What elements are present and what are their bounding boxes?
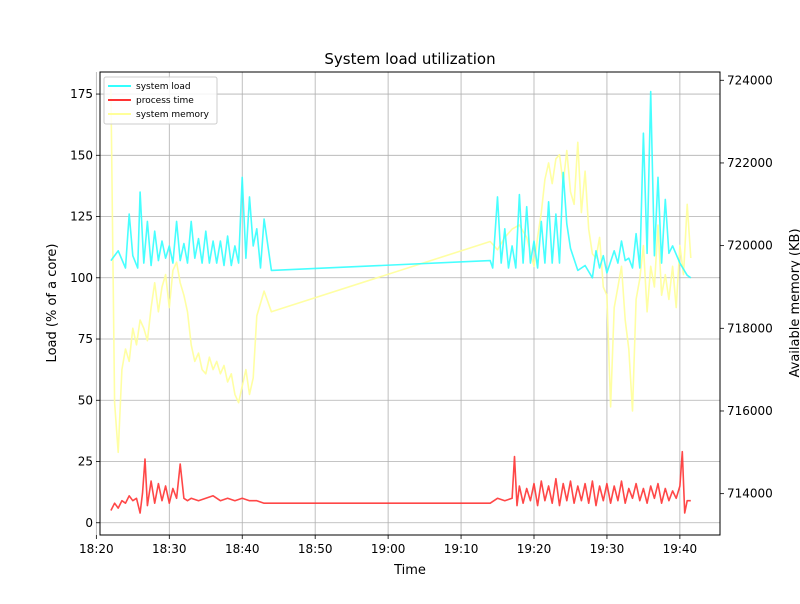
y2-tick-label: 720000: [727, 239, 773, 253]
series-line-process-time: [110, 450, 691, 514]
y-tick-label: 125: [70, 210, 93, 224]
y2-tick-label: 718000: [727, 321, 773, 335]
legend-label-system-memory: system memory: [136, 110, 210, 120]
x-tick-label: 19:20: [517, 542, 552, 556]
series-line-system-memory: [110, 88, 692, 454]
y2-tick-label: 724000: [727, 73, 773, 87]
legend-label-system-load: system load: [136, 82, 191, 92]
x-tick-label: 18:30: [152, 542, 187, 556]
y2-tick-label: 716000: [727, 404, 773, 418]
y-axis-ticks: 0 25 50 75 100 125 150 175: [70, 87, 100, 530]
y-tick-label: 100: [70, 271, 93, 285]
y-tick-label: 50: [78, 393, 93, 407]
y-axis-label: Load (% of a core): [45, 244, 60, 363]
x-axis-ticks: 18:20 18:30 18:40 18:50 19:00 19:10 19:20 19:30…: [79, 535, 697, 556]
y-tick-label: 0: [85, 516, 93, 530]
x-tick-label: 19:00: [371, 542, 406, 556]
x-tick-label: 18:40: [225, 542, 260, 556]
gridlines: [95, 72, 720, 535]
x-tick-label: 19:30: [590, 542, 625, 556]
x-tick-label: 18:50: [298, 542, 333, 556]
legend: system load process time system memory: [103, 76, 218, 125]
x-tick-label: 19:10: [444, 542, 479, 556]
series-line-system-load: [110, 90, 692, 279]
y-tick-label: 150: [70, 148, 93, 162]
y2-axis-ticks: 714000 716000 718000 720000 722000 724000: [720, 73, 773, 501]
legend-label-process-time: process time: [136, 96, 194, 106]
series-layer: [110, 88, 692, 514]
y2-tick-label: 722000: [727, 156, 773, 170]
y-tick-label: 25: [78, 455, 93, 469]
y2-tick-label: 714000: [727, 487, 773, 501]
chart-title: System load utilization: [324, 50, 495, 68]
y-tick-label: 75: [78, 332, 93, 346]
y-tick-label: 175: [70, 87, 93, 101]
x-tick-label: 18:20: [79, 542, 114, 556]
x-tick-label: 19:40: [663, 542, 698, 556]
y2-axis-label: Available memory (KB): [788, 228, 800, 377]
x-axis-label: Time: [393, 563, 426, 578]
plot-frame: [99, 71, 721, 536]
legend-frame: [103, 76, 218, 125]
